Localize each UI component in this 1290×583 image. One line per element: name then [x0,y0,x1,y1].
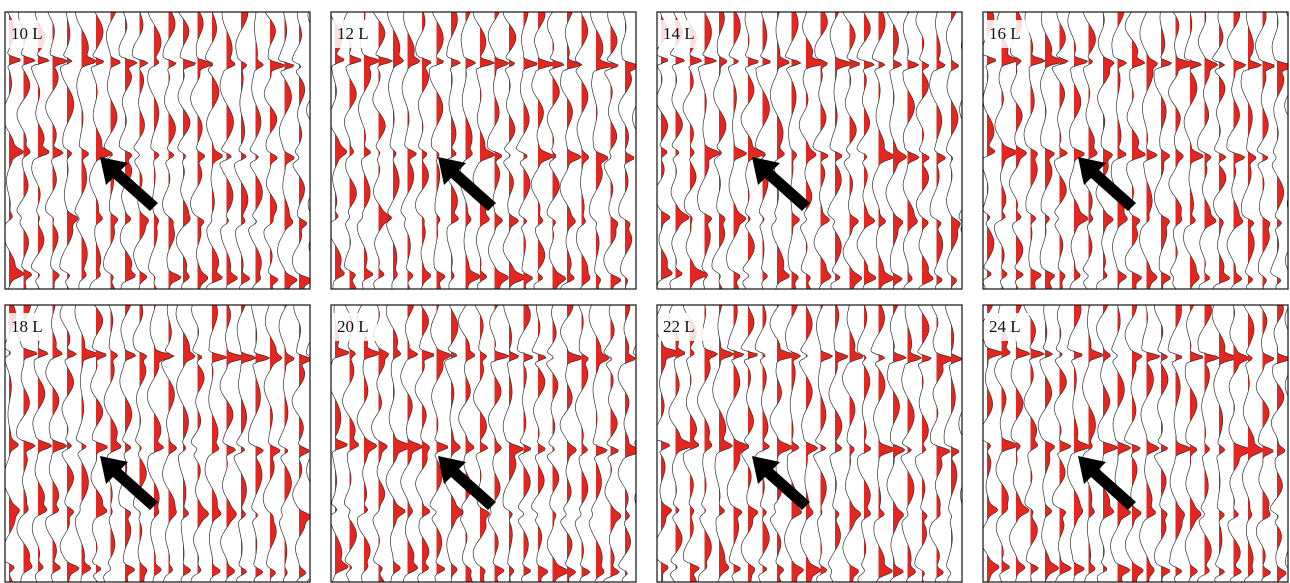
panel: 24 L [980,300,1290,583]
panel-label: 10 L [11,24,43,43]
panel-label: 18 L [11,317,43,336]
traces [653,300,976,583]
panel: 12 L [329,7,651,294]
page: {"panels": [{"label": "10 L"}, {"label":… [0,0,1290,583]
traces [2,300,319,583]
panel-label: 20 L [337,317,369,336]
traces [329,7,651,294]
trace-fill [640,7,651,294]
panel-label: 12 L [337,24,369,43]
panel-label: 16 L [989,24,1021,43]
traces [328,300,650,583]
panel: 18 L [2,300,319,583]
panel: 16 L [982,7,1290,294]
traces [654,7,976,294]
traces [980,300,1290,583]
traces [3,7,326,294]
panel: 20 L [328,300,650,583]
background [331,305,636,582]
trace-fill [966,300,976,583]
panel: 10 L [3,7,326,294]
trace-fill [966,7,977,294]
panel-label: 14 L [663,24,695,43]
panel: 14 L [654,7,976,294]
panel: 22 L [653,300,976,583]
traces [982,7,1290,294]
figure: 10 L 12 L 14 L 16 L 18 L 20 L 22 L 24 L [0,0,1290,583]
panel-label: 22 L [663,317,695,336]
background [983,305,1288,582]
panel-label: 24 L [989,317,1021,336]
trace-fill [314,7,326,294]
trace-fill [640,300,651,583]
trace-fill [314,300,320,583]
